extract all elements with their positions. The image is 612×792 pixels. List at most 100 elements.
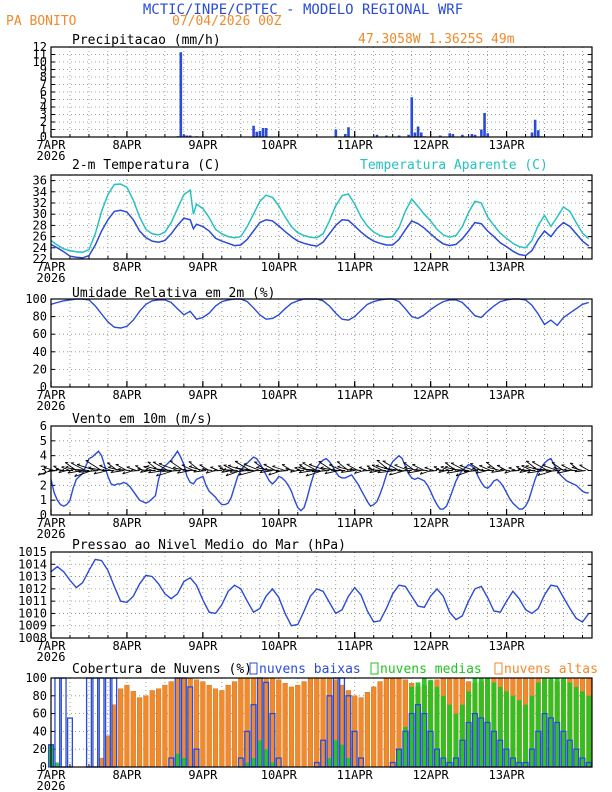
wind-vector-head: [205, 470, 209, 474]
wind-vector-head: [58, 470, 62, 473]
wind-vector: [349, 468, 362, 471]
wind-vector-head: [256, 466, 260, 468]
wind-vector-head: [201, 467, 205, 470]
clouds-xtick-label: 7APR: [37, 768, 67, 782]
wind-vector: [70, 468, 89, 471]
cloud-mid-bar: [440, 695, 446, 767]
wind-ytick-label: 0: [40, 508, 47, 522]
cloud-mid-bar: [491, 682, 497, 767]
wind-vector: [446, 470, 463, 474]
wind-vector-head: [305, 473, 309, 477]
cloud-mid-bar: [586, 695, 592, 767]
wind-vector: [235, 467, 254, 471]
wind-vector: [574, 470, 586, 473]
cloud-mid-bar: [333, 740, 339, 767]
wind-vector-head: [556, 470, 560, 474]
humidity-frame: [50, 298, 593, 388]
clouds-year-label: 2026: [37, 779, 66, 792]
cloud-mid-bar: [580, 691, 585, 767]
wind-vector-head: [362, 468, 366, 472]
temperature-xtick-label: 10APR: [261, 260, 298, 274]
pressure-ytick-label: 1008: [18, 631, 47, 645]
cloud-high-bar: [225, 684, 231, 768]
wind-vector-head: [285, 467, 289, 470]
wind-vector-head: [55, 467, 59, 470]
chart-title: MCTIC/INPE/CPTEC - MODELO REGIONAL WRF: [143, 2, 463, 18]
precip-bar: [480, 129, 483, 137]
wind-ytick-label: 1: [40, 493, 47, 507]
humidity-xtick-label: 12APR: [413, 388, 450, 402]
wind-vector: [48, 470, 58, 472]
wind-vector-head: [122, 471, 125, 475]
wind-vector: [557, 470, 570, 474]
cloud-mid-bar: [497, 686, 503, 767]
wind-xtick-label: 12APR: [413, 516, 450, 530]
wind-vector-head: [369, 470, 373, 474]
wind-vector-head: [228, 464, 232, 467]
humidity-ytick-label: 40: [33, 345, 47, 359]
wind-vector: [459, 465, 476, 471]
temperature-ytick-label: 34: [33, 185, 47, 199]
clouds-xtick-label: 11APR: [337, 768, 374, 782]
clouds-xtick-label: 13APR: [489, 768, 526, 782]
pressure-xtick-label: 11APR: [337, 639, 374, 653]
wind-vector: [428, 470, 438, 472]
cloud-high-bar: [390, 677, 396, 768]
precip-bar: [258, 131, 262, 137]
run-date-label: 07/04/2026 00Z: [172, 14, 282, 29]
cloud-mid-bar: [346, 758, 351, 767]
cloud-mid-bar: [516, 700, 522, 767]
wind-vector-head: [419, 471, 423, 475]
wind-vector: [440, 466, 450, 471]
precip-xtick-label: 12APR: [413, 138, 450, 152]
precip-xtick-label: 11APR: [337, 138, 374, 152]
cloud-panel-title: Cobertura de Nuvens (%): [72, 662, 252, 677]
wind-vector: [259, 470, 273, 474]
wind-vector-head: [225, 473, 229, 477]
wind-vector-head: [446, 470, 450, 474]
cloud-high-bar: [282, 683, 288, 768]
wind-vector-head: [511, 468, 515, 472]
wind-vector-head: [367, 467, 372, 470]
cloud-high-bar: [143, 695, 149, 768]
wind-vector: [130, 470, 140, 472]
wind-frame: [50, 425, 593, 516]
wind-vector-head: [172, 466, 176, 469]
wind-vector: [358, 467, 368, 471]
precip-bar: [461, 134, 464, 137]
precip-xtick-label: 8APR: [112, 138, 142, 152]
wind-vector: [329, 464, 343, 471]
wind-year-label: 2026: [37, 527, 66, 541]
wind-vector: [579, 464, 590, 471]
wind-vector: [110, 470, 124, 473]
wind-vector: [463, 470, 479, 473]
wind-vector-head: [213, 468, 217, 472]
wind-vector: [272, 465, 286, 471]
wind-vector-head: [43, 466, 47, 468]
cloud-high-bar: [181, 677, 187, 768]
wind-vector-head: [404, 466, 408, 469]
precip-ytick-label: 9: [40, 63, 47, 77]
precip-bar: [483, 113, 486, 137]
cloud-mid-bar: [459, 704, 465, 767]
wind-vector: [311, 470, 330, 473]
wind-vector: [162, 470, 181, 472]
cloud-mid-bar: [270, 762, 275, 767]
wind-vector: [424, 467, 434, 471]
wind-vector-head: [532, 466, 536, 470]
wind-vector-head: [110, 470, 114, 473]
precip-bar: [451, 134, 455, 137]
wind-vector-head: [428, 469, 432, 472]
legend-swatch-mid: [370, 662, 379, 675]
wind-ytick-label: 6: [40, 419, 47, 433]
precip-bar: [334, 129, 338, 137]
cloud-low-bar: [54, 677, 61, 768]
wind-vector: [337, 466, 352, 471]
wind-xtick-label: 9APR: [188, 516, 218, 530]
wind-vector: [371, 469, 387, 471]
temperature-frame: [50, 174, 593, 260]
wind-vector: [70, 462, 87, 471]
clouds-ytick-label: 100: [25, 671, 47, 685]
wind-vector: [201, 468, 213, 471]
cloud-high-bar: [383, 677, 389, 768]
